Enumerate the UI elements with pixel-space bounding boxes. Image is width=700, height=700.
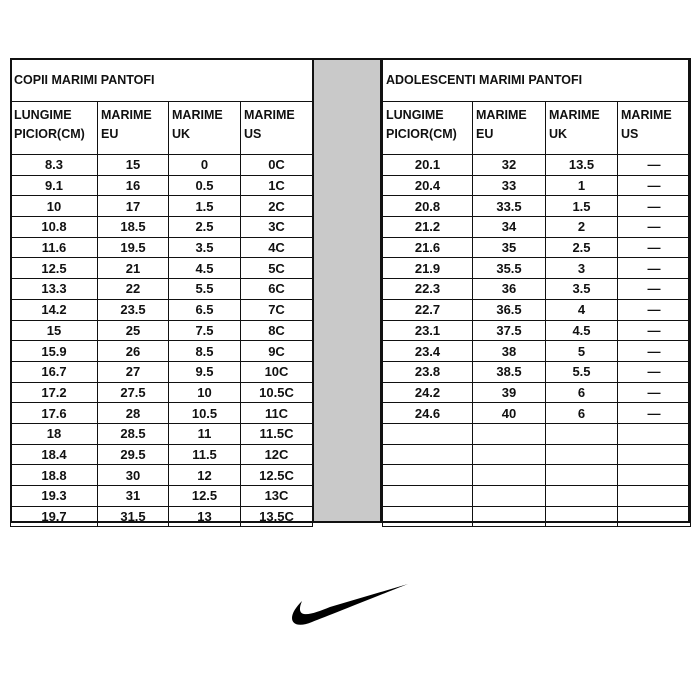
table-row: 10 17 1.5 2C	[10, 195, 314, 218]
table-cell: 35	[472, 236, 546, 259]
table-row: 21.2 34 2—	[382, 216, 692, 238]
teen-size-table: ADOLESCENTI MARIMI PANTOFI LUNGIME PICIOR(…	[381, 58, 692, 528]
header-line: MARIME	[244, 108, 295, 122]
column-header: MARIME EU	[97, 101, 169, 155]
table-cell: —	[616, 381, 692, 404]
table-cell: 0.5	[168, 174, 241, 197]
table-cell: 18.8	[10, 464, 98, 486]
table-cell: 1.5	[545, 195, 618, 218]
table-cell: 21.9	[382, 257, 473, 280]
table-row: 20.1 32 13.5—	[382, 154, 692, 176]
column-header: MARIME US	[616, 101, 692, 155]
kids-size-table: COPII MARIMI PANTOFI LUNGIME PICIOR(CM) MAR…	[9, 58, 314, 528]
header-line: PICIOR(CM)	[14, 127, 85, 141]
table-cell: 2C	[239, 195, 314, 218]
header-line: PICIOR(CM)	[386, 127, 457, 141]
column-header: MARIME UK	[545, 101, 618, 155]
header-line: MARIME	[172, 108, 223, 122]
table-row: 20.4 33 1—	[382, 174, 692, 197]
table-row: 24.2 39 6—	[382, 381, 692, 404]
header-line: UK	[549, 127, 568, 141]
table-cell: 20.8	[382, 195, 473, 218]
table-cell: 16.7	[10, 360, 98, 383]
table-row: 18 28.5 11 11.5C	[10, 422, 314, 445]
separator-column	[312, 58, 382, 523]
table-row	[382, 485, 692, 507]
nike-swoosh-icon	[292, 584, 408, 625]
header-line: LUNGIME	[14, 108, 72, 122]
header-line: MARIME	[101, 108, 152, 122]
table-row: 13.3 22 5.5 6C	[10, 278, 314, 300]
table-cell: 3C	[239, 216, 314, 238]
table-cell: 36.5	[472, 298, 546, 321]
column-header: LUNGIME PICIOR(CM)	[382, 101, 473, 155]
table-cell: 8C	[239, 319, 314, 342]
table-row: 23.8 38.5 5.5—	[382, 360, 692, 383]
table-cell: 26	[97, 340, 169, 362]
table-frame	[10, 58, 690, 523]
table-row: 21.9 35.5 3—	[382, 257, 692, 280]
column-header: MARIME UK	[168, 101, 241, 155]
table-row: 10.8 18.5 2.5 3C	[10, 216, 314, 238]
header-line: US	[621, 127, 639, 141]
table-cell: 21.6	[382, 236, 473, 259]
table-row: 21.6 35 2.5—	[382, 236, 692, 259]
header-line: EU	[476, 127, 494, 141]
table-row: 24.6 40 6—	[382, 402, 692, 424]
table-cell: 17.6	[10, 402, 98, 424]
table-row: 17.2 27.5 10 10.5C	[10, 381, 314, 404]
header-line: MARIME	[621, 108, 672, 122]
table-cell: 38	[472, 340, 546, 362]
header-line: MARIME	[476, 108, 527, 122]
header-line: EU	[101, 127, 119, 141]
table-cell: 11.5C	[239, 422, 314, 445]
table-row: 14.2 23.5 6.5 7C	[10, 298, 314, 321]
table-cell: 6C	[239, 278, 314, 300]
table-row: 22.3 36 3.5—	[382, 278, 692, 300]
table-cell: 12C	[239, 443, 314, 466]
header-line: LUNGIME	[386, 108, 444, 122]
table-row: 16.7 27 9.5 10C	[10, 360, 314, 383]
column-header: MARIME US	[239, 101, 314, 155]
table-row: 15.9 26 8.5 9C	[10, 340, 314, 362]
header-line: US	[244, 127, 262, 141]
table-cell: 12.5C	[239, 464, 314, 486]
table-row: 18.8 30 12 12.5C	[10, 464, 314, 486]
table-cell: 28.5	[97, 422, 169, 445]
table-row	[382, 443, 692, 466]
table-row: 9.1 16 0.5 1C	[10, 174, 314, 197]
table-row: 17.6 28 10.5 11C	[10, 402, 314, 424]
table-cell: 2.5	[168, 216, 241, 238]
header-line: MARIME	[549, 108, 600, 122]
table-cell: —	[616, 174, 692, 197]
table-cell: —	[616, 278, 692, 300]
table-row: 15 25 7.5 8C	[10, 319, 314, 342]
table-cell: —	[616, 216, 692, 238]
header-line: UK	[172, 127, 191, 141]
table-cell: 33	[472, 174, 546, 197]
table-row	[382, 422, 692, 445]
table-cell: 25	[97, 319, 169, 342]
